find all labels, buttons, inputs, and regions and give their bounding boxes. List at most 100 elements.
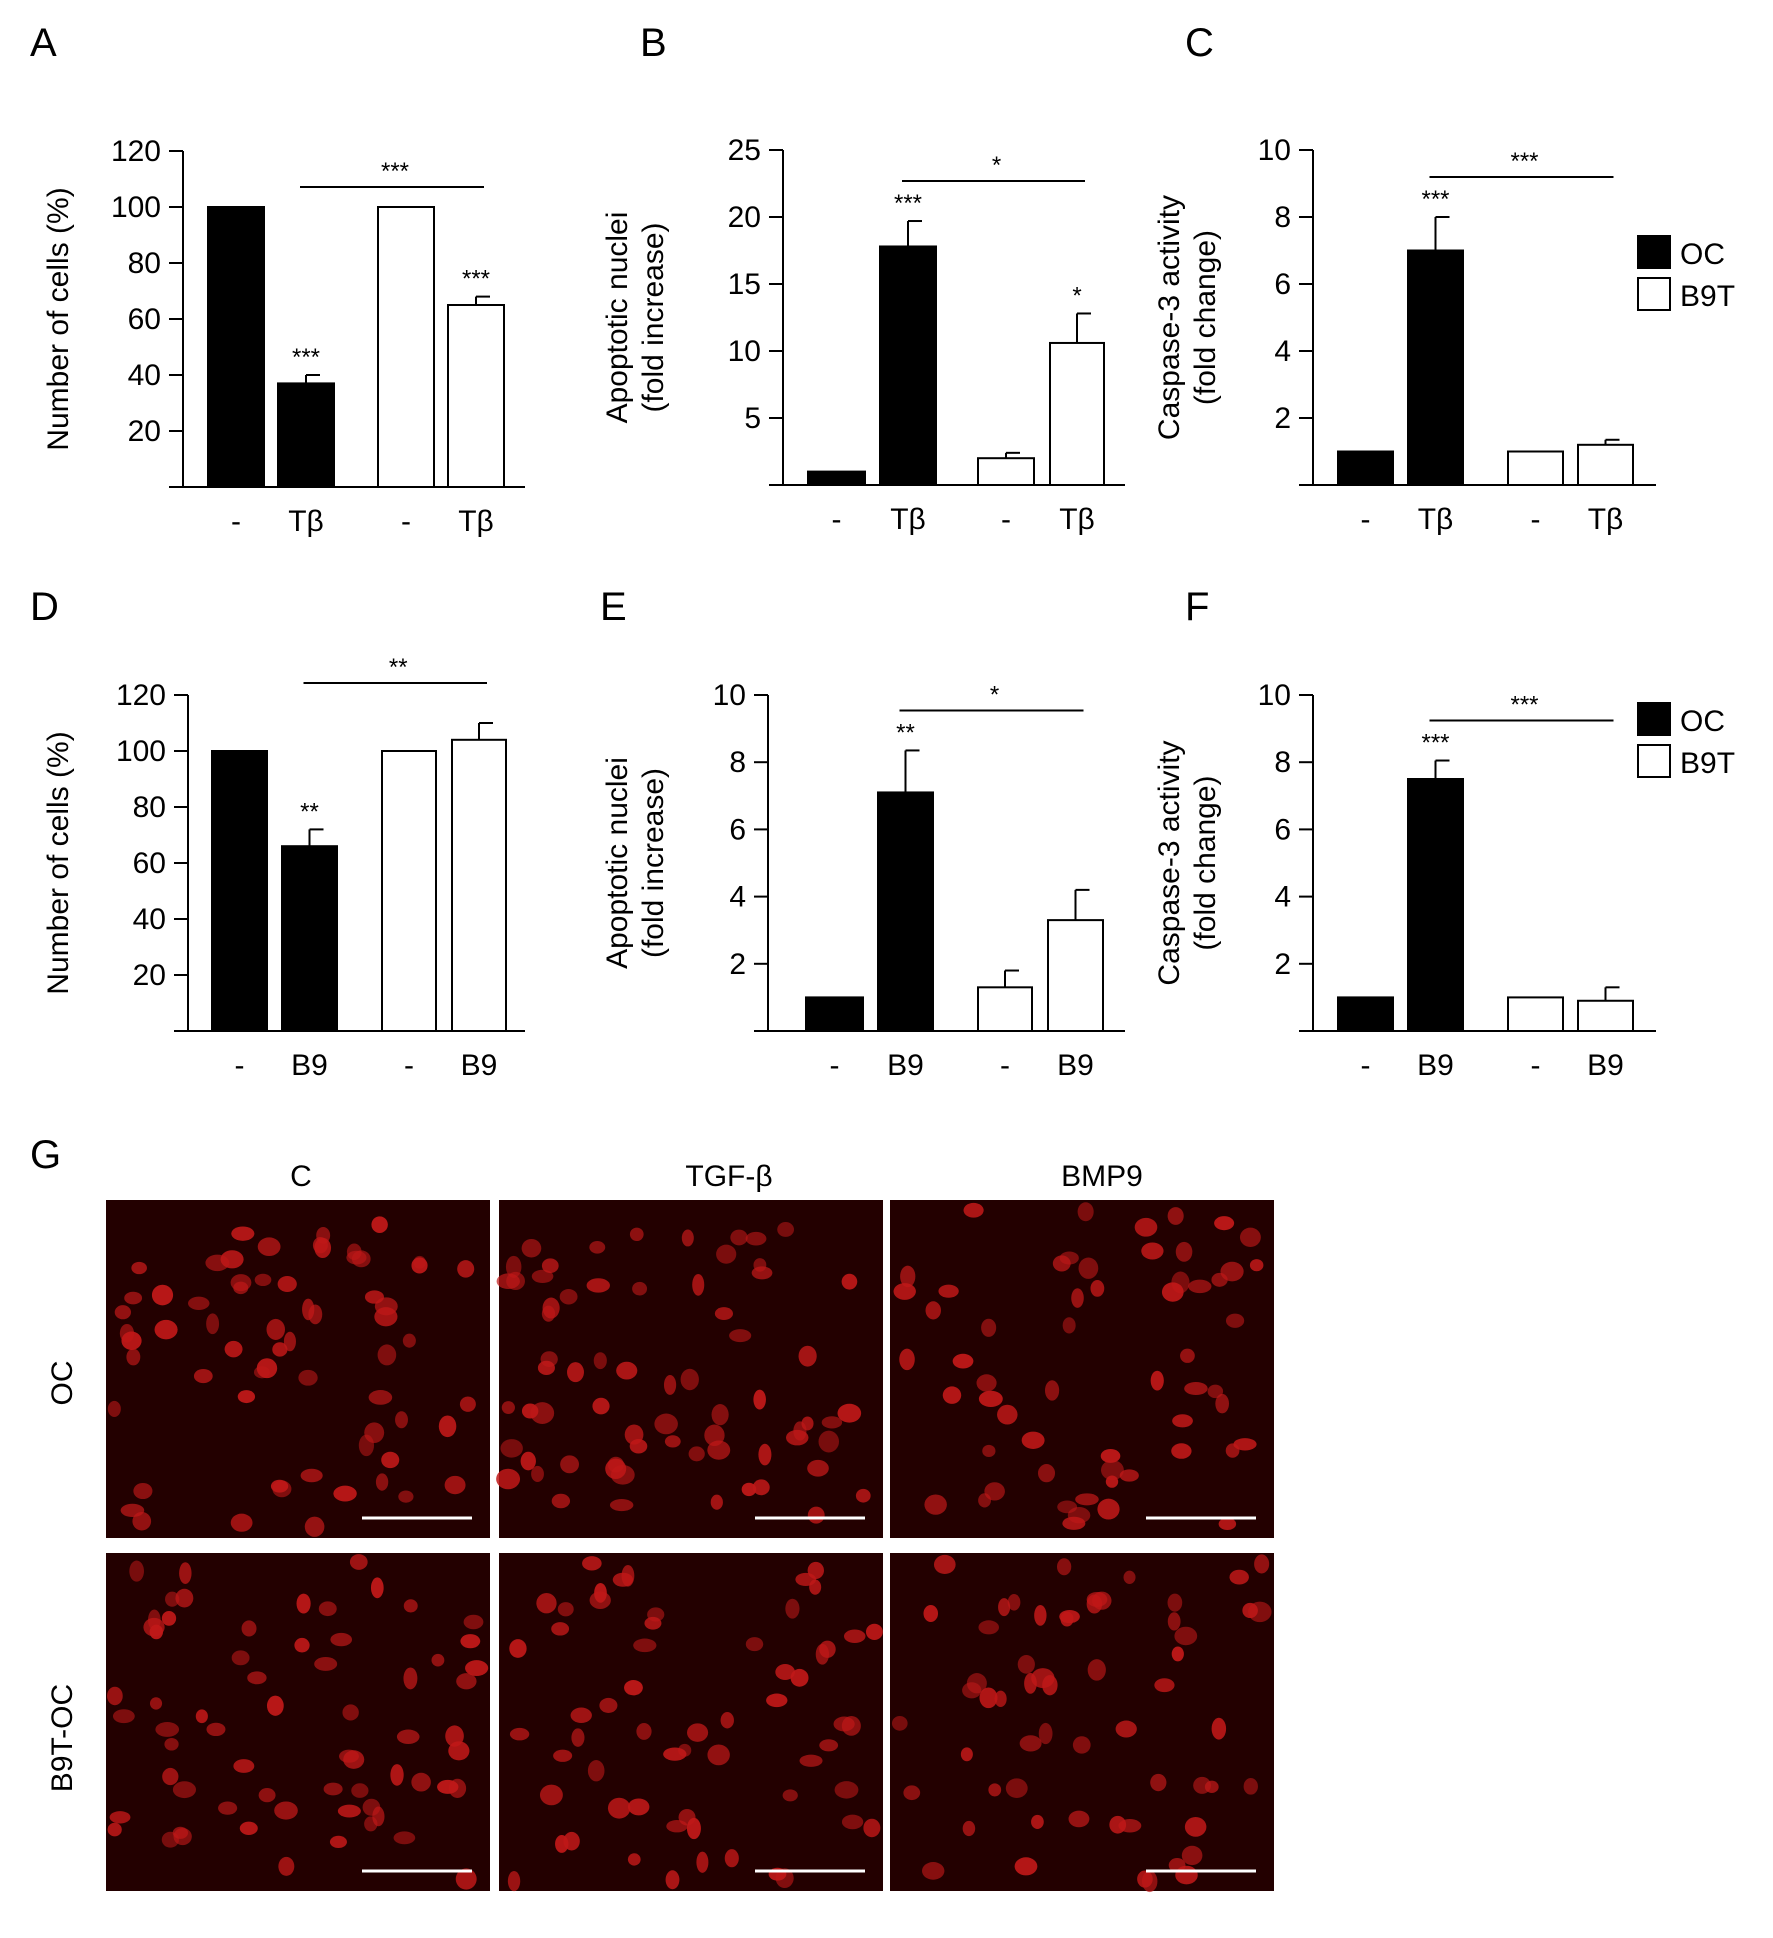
nucleus — [551, 1622, 570, 1636]
y-tick-label: 20 — [133, 959, 166, 992]
nucleus — [688, 1446, 705, 1462]
bar-b9t — [977, 457, 1035, 487]
significance-star: *** — [1421, 730, 1449, 757]
nucleus — [1184, 1817, 1207, 1837]
nucleus — [254, 1273, 272, 1287]
legend-label: B9T — [1680, 280, 1735, 313]
nucleus — [818, 1430, 840, 1453]
y-tick-label: 10 — [1258, 134, 1291, 167]
nucleus — [807, 1506, 825, 1524]
nucleus — [963, 1202, 984, 1218]
bar-oc — [879, 245, 937, 486]
nucleus — [1059, 1609, 1080, 1624]
nucleus — [395, 1411, 408, 1429]
bar-oc — [807, 470, 866, 487]
nucleus — [339, 1749, 359, 1763]
nucleus — [530, 1402, 555, 1424]
nucleus — [368, 1390, 393, 1405]
y-tick-label: 80 — [128, 247, 161, 280]
nucleus — [496, 1468, 521, 1490]
bar-b9t — [977, 986, 1033, 1033]
nucleus — [193, 1368, 213, 1384]
nucleus — [933, 1554, 956, 1575]
nucleus — [753, 1258, 767, 1272]
nucleus — [1019, 1735, 1042, 1752]
nucleus — [411, 1257, 428, 1274]
nucleus — [753, 1389, 766, 1410]
category-label: B9 — [461, 1049, 498, 1082]
column-label: BMP9 — [1061, 1160, 1143, 1193]
nucleus — [1188, 1279, 1212, 1294]
nucleus — [741, 1482, 757, 1497]
nucleus — [563, 1831, 580, 1851]
nucleus — [109, 1811, 131, 1824]
nucleus — [843, 1629, 866, 1644]
category-label: Tβ — [288, 505, 324, 538]
category-label: B9 — [887, 1049, 924, 1082]
nucleus — [654, 1413, 678, 1435]
nucleus — [1071, 1288, 1084, 1308]
nucleus — [1248, 1601, 1272, 1623]
nucleus — [231, 1226, 255, 1241]
nucleus — [1229, 1569, 1249, 1585]
nucleus — [1086, 1594, 1103, 1614]
nucleus — [230, 1513, 253, 1532]
nucleus — [982, 1444, 996, 1458]
y-tick-label: 120 — [116, 679, 166, 712]
nucleus — [542, 1297, 560, 1319]
nucleus — [607, 1797, 631, 1819]
nucleus — [253, 1366, 270, 1379]
y-tick-label: 4 — [1274, 335, 1291, 368]
bar-oc — [877, 791, 934, 1032]
legend-label: B9T — [1680, 747, 1735, 780]
nucleus — [521, 1238, 542, 1258]
category-label: Tβ — [1059, 503, 1095, 536]
nucleus — [536, 1593, 557, 1614]
nucleus — [294, 1637, 310, 1653]
nucleus — [266, 1318, 285, 1340]
nucleus — [589, 1591, 611, 1610]
bar-b9t — [447, 304, 505, 488]
nucleus — [819, 1739, 839, 1752]
nucleus — [593, 1352, 607, 1370]
nucleus — [438, 1415, 457, 1438]
nucleus — [834, 1781, 859, 1799]
legend-swatch — [1637, 702, 1671, 736]
nucleus — [1171, 1443, 1192, 1459]
legend-label: OC — [1680, 705, 1725, 738]
nucleus — [1097, 1498, 1120, 1520]
panel-letter: E — [600, 585, 627, 629]
nucleus — [241, 1620, 257, 1637]
nucleus — [329, 1835, 347, 1849]
y-tick-label: 2 — [1274, 402, 1291, 435]
nucleus — [304, 1516, 325, 1537]
nucleus — [745, 1231, 767, 1246]
nucleus — [107, 1400, 121, 1417]
nucleus — [129, 1560, 145, 1582]
nucleus — [460, 1634, 481, 1649]
nucleus — [390, 1764, 404, 1786]
nucleus — [599, 1697, 618, 1713]
nucleus — [1005, 1778, 1028, 1799]
bar-oc — [281, 845, 338, 1033]
y-tick-label: 120 — [111, 135, 161, 168]
y-tick-label: 8 — [1274, 201, 1291, 234]
nucleus — [296, 1593, 311, 1614]
nucleus — [903, 1785, 921, 1801]
nucleus — [1123, 1570, 1136, 1584]
nucleus — [270, 1479, 289, 1493]
nucleus — [149, 1624, 164, 1640]
nucleus — [206, 1313, 220, 1335]
bar-b9t — [1047, 919, 1104, 1032]
nucleus — [278, 1856, 295, 1876]
nucleus — [815, 1643, 830, 1665]
nucleus — [627, 1798, 650, 1816]
nucleus — [539, 1784, 563, 1806]
y-tick-label: 40 — [133, 903, 166, 936]
nucleus — [925, 1301, 941, 1320]
y-tick-label: 100 — [116, 735, 166, 768]
y-tick-label: 60 — [133, 847, 166, 880]
bracket-star: *** — [1510, 692, 1538, 719]
y-tick-label: 60 — [128, 303, 161, 336]
